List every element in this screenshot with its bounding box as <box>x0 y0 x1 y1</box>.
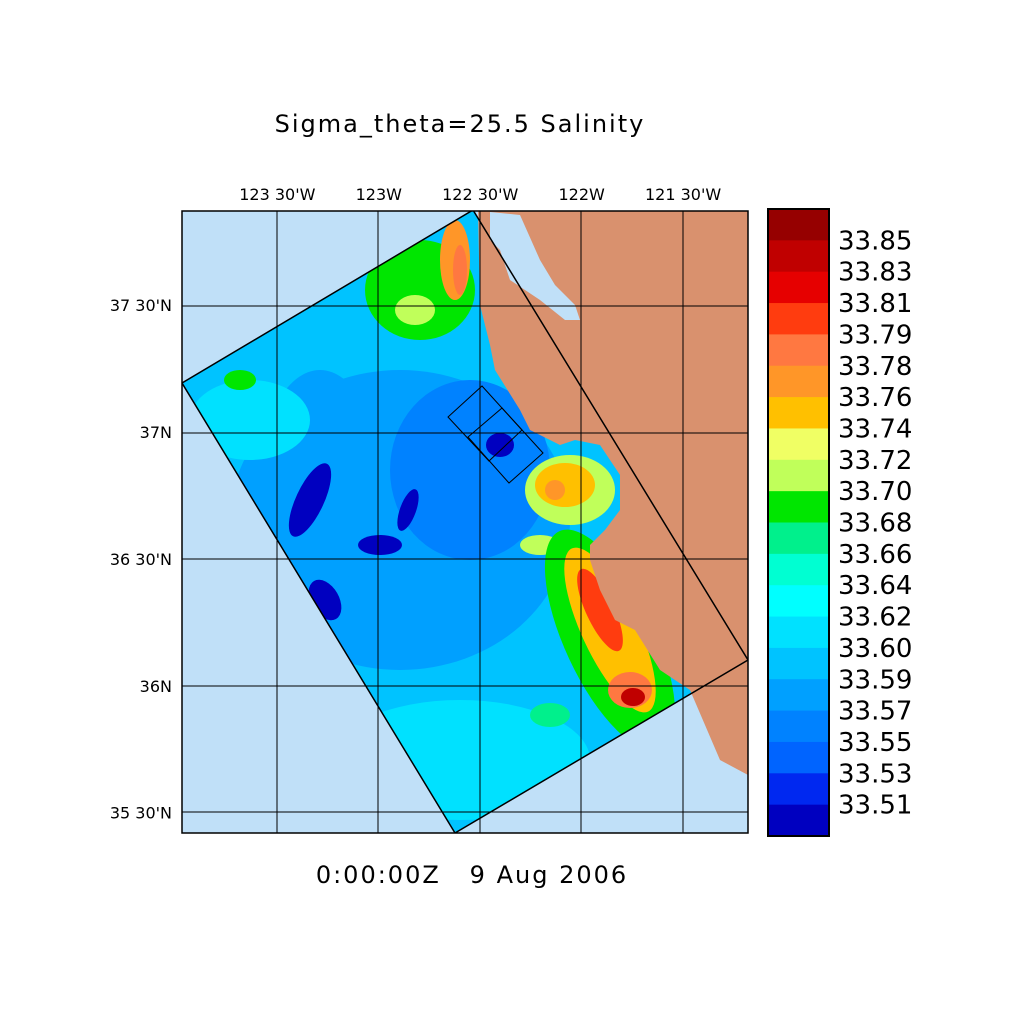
grid-lines <box>182 211 748 833</box>
model-domain-outline <box>182 211 748 833</box>
colorbar-swatch <box>768 553 829 586</box>
colorbar-swatch <box>768 271 829 304</box>
colorbar-swatch <box>768 585 829 618</box>
colorbar-swatch <box>768 209 829 241</box>
latitude-tick-labels: 37 30'N 37N 36 30'N 36N 35 30'N <box>110 296 172 823</box>
time-label: 0:00:00Z 9 Aug 2006 <box>316 861 628 889</box>
colorbar-label: 33.81 <box>838 289 912 319</box>
colorbar-swatch <box>768 365 829 398</box>
colorbar-swatch <box>768 428 829 461</box>
map-frame <box>181 210 749 834</box>
colorbar-swatch <box>768 397 829 429</box>
colorbar-label: 33.74 <box>838 414 912 444</box>
colorbar-label: 33.59 <box>838 665 912 695</box>
san-francisco-bay <box>490 212 580 320</box>
latitude-label: 35 30'N <box>110 804 172 823</box>
colorbar-label: 33.72 <box>838 446 912 476</box>
colorbar-label: 33.83 <box>838 258 912 288</box>
colorbar-label: 33.78 <box>838 352 912 382</box>
colorbar-swatch <box>768 334 829 367</box>
colorbar-label: 33.60 <box>838 634 912 664</box>
colorbar-label: 33.68 <box>838 509 912 539</box>
colorbar-swatch <box>768 773 829 806</box>
colorbar-label: 33.55 <box>838 728 912 758</box>
colorbar-swatch <box>768 647 829 680</box>
colorbar-swatch <box>768 491 829 523</box>
colorbar-label: 33.53 <box>838 759 912 789</box>
longitude-label: 122W <box>558 185 605 204</box>
latitude-label: 36N <box>140 677 172 696</box>
subdomain-box-2 <box>467 407 544 484</box>
colorbar-label: 33.79 <box>838 320 912 350</box>
colorbar-label: 33.51 <box>838 791 912 821</box>
map-title: Sigma_theta=25.5 Salinity <box>275 110 646 138</box>
colorbar-swatch <box>768 804 829 837</box>
colorbar-swatch <box>768 679 829 712</box>
colorbar-label: 33.85 <box>838 226 912 256</box>
colorbar-swatch <box>768 240 829 273</box>
colorbar-label: 33.57 <box>838 697 912 727</box>
longitude-tick-labels: 123 30'W 123W 122 30'W 122W 121 30'W <box>239 185 721 204</box>
colorbar-swatch <box>768 616 829 649</box>
colorbar-label: 33.66 <box>838 540 912 570</box>
longitude-label: 121 30'W <box>645 185 721 204</box>
colorbar-label: 33.62 <box>838 603 912 633</box>
latitude-label: 37N <box>140 423 172 442</box>
colorbar-label: 33.76 <box>838 383 912 413</box>
colorbar-swatch <box>768 303 829 335</box>
latitude-label: 36 30'N <box>110 550 172 569</box>
colorbar-label: 33.64 <box>838 571 912 601</box>
colorbar-swatch <box>768 741 829 774</box>
longitude-label: 122 30'W <box>442 185 518 204</box>
longitude-label: 123W <box>356 185 403 204</box>
colorbar-swatch <box>768 522 829 555</box>
land <box>478 211 748 775</box>
colorbar-swatch <box>768 710 829 743</box>
colorbar: 33.8533.8333.8133.7933.7833.7633.7433.72… <box>767 208 912 837</box>
longitude-label: 123 30'W <box>239 185 315 204</box>
colorbar-swatch <box>768 459 829 492</box>
colorbar-label: 33.70 <box>838 477 912 507</box>
latitude-label: 37 30'N <box>110 296 172 315</box>
colorbar-frame <box>767 208 830 837</box>
